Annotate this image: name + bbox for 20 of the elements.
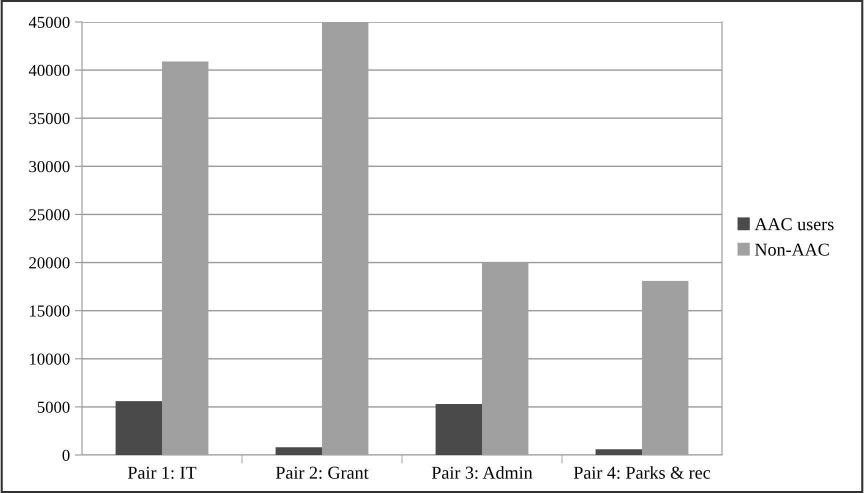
bar: [596, 449, 642, 455]
y-tick-label: 35000: [29, 112, 70, 124]
y-tick-label: 25000: [29, 209, 70, 220]
x-tick-label: Pair 3: Admin: [432, 466, 532, 479]
legend-label: AAC users: [754, 218, 834, 230]
y-tick-label: 0: [62, 450, 70, 461]
legend-label: Non-AAC: [755, 244, 829, 256]
y-tick-label: 10000: [30, 353, 70, 365]
bar: [276, 447, 322, 455]
y-tick-label: 5000: [38, 402, 70, 413]
bar: [116, 401, 162, 455]
y-tick-label: 15000: [30, 305, 70, 317]
x-tick-label: Pair 1: IT: [128, 466, 196, 479]
y-tick-label: 30000: [29, 161, 70, 172]
y-tick-label: 45000: [28, 16, 70, 28]
x-tick-label: Pair 4: Parks & rec: [574, 466, 710, 479]
y-tick-label: 20000: [29, 257, 70, 268]
x-tick-label: Pair 2: Grant: [276, 466, 369, 479]
bar: [436, 404, 482, 455]
y-tick-label: 40000: [28, 64, 70, 76]
